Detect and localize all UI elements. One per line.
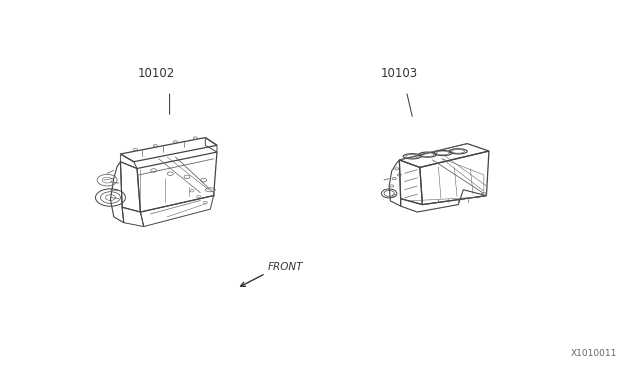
Text: X1010011: X1010011 [572, 349, 618, 358]
Text: 10102: 10102 [138, 67, 175, 80]
Text: 10103: 10103 [381, 67, 418, 80]
Text: FRONT: FRONT [268, 262, 303, 272]
